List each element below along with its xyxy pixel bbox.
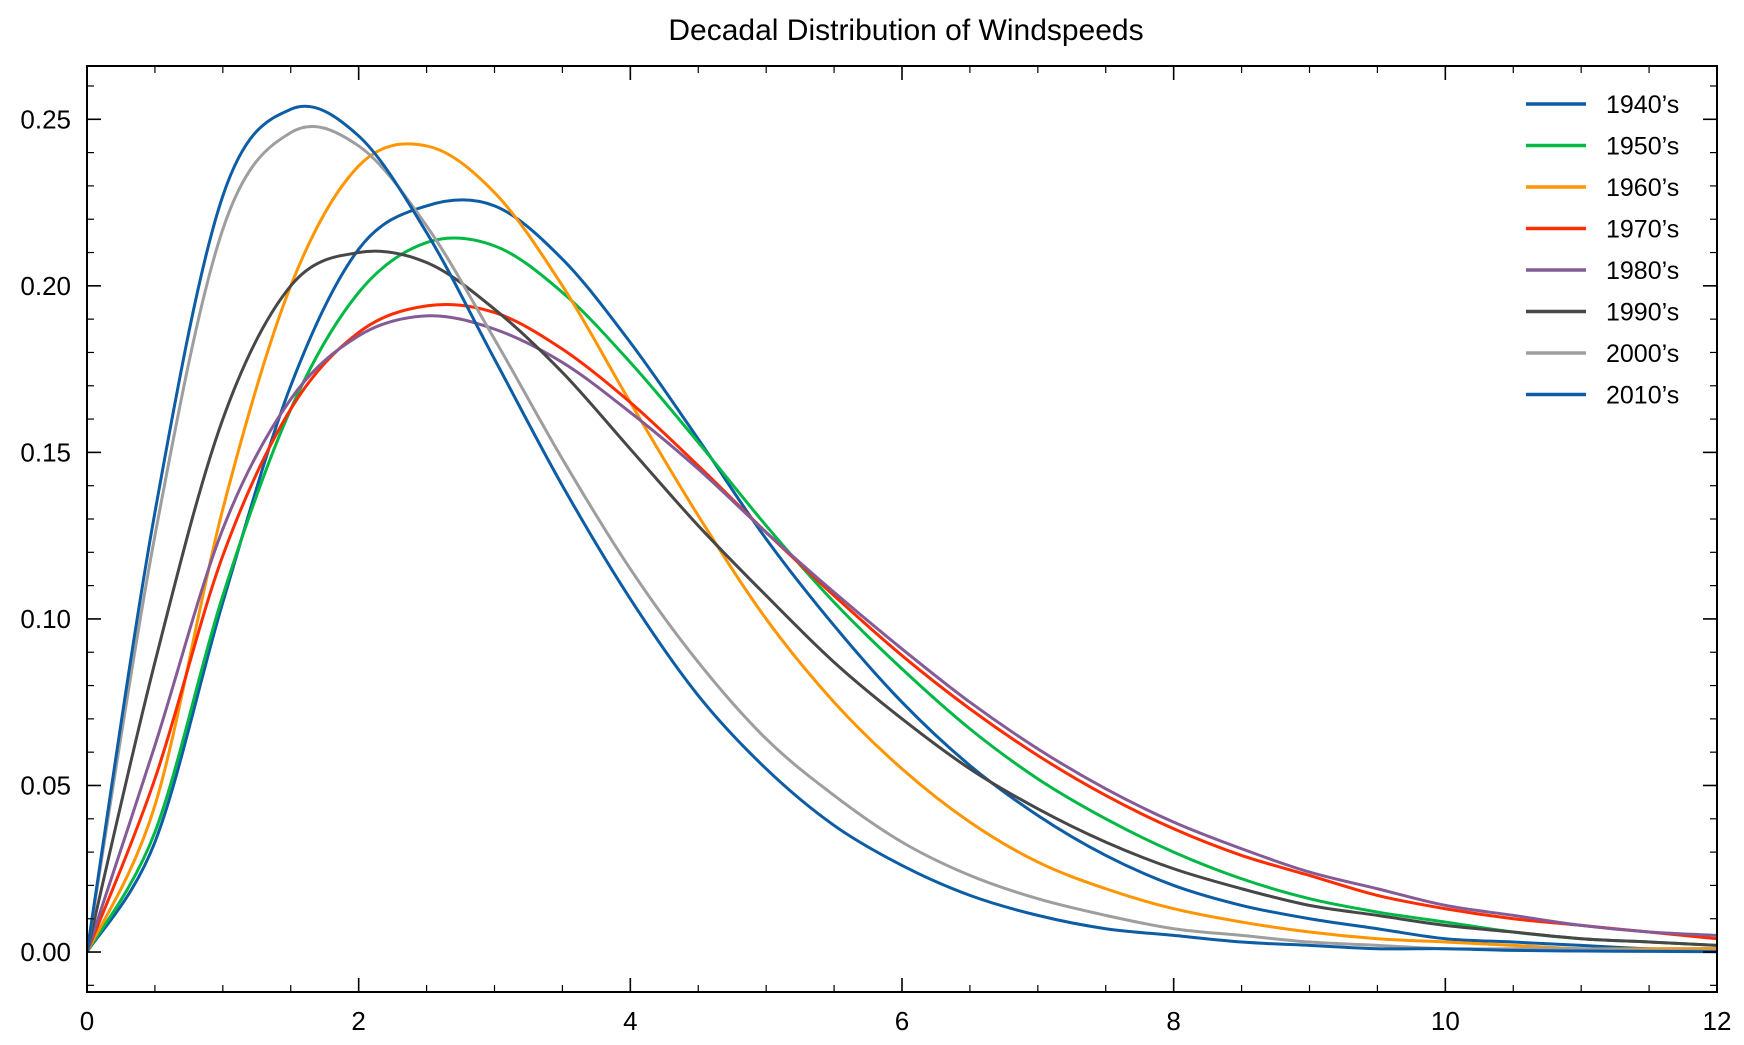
x-tick-label: 0 [80, 1006, 94, 1036]
x-tick-label: 12 [1703, 1006, 1732, 1036]
legend-label-3: 1960’s [1606, 174, 1679, 202]
y-tick-label: 0.20 [20, 271, 71, 301]
legend-label-4: 1970’s [1606, 216, 1679, 244]
series-line-8 [87, 104, 1717, 954]
series-line-2 [87, 236, 1717, 953]
plot-layer: 0 2 4 6 8 10 12 0.00 0.05 0.10 0.15 0.20 0.25 [20, 65, 1732, 1036]
x-tick-label: 2 [351, 1006, 365, 1036]
legend-label-6: 1990’s [1606, 299, 1679, 327]
legend-label-1: 1940’s [1606, 91, 1679, 119]
chart-title: Decadal Distribution of Windspeeds [668, 14, 1143, 47]
x-tick-label: 10 [1431, 1006, 1460, 1036]
legend-label-8: 2010’s [1606, 382, 1679, 410]
legend-label-2: 1950’s [1606, 133, 1679, 161]
series-line-7 [87, 124, 1717, 953]
y-tick-label: 0.00 [20, 937, 71, 967]
plot-frame [86, 65, 1718, 993]
y-tick-label: 0.10 [20, 604, 71, 634]
legend-label-5: 1980’s [1606, 257, 1679, 285]
series-line-4 [87, 302, 1717, 953]
y-tick-label: 0.25 [20, 104, 71, 134]
series-line-3 [87, 142, 1717, 953]
series-group [87, 104, 1717, 954]
y-tick-label: 0.05 [20, 770, 71, 800]
x-tick-label: 6 [895, 1006, 909, 1036]
legend: 1940’s 1950’s 1960’s 1970’s 1980’s 1990’s 2000… [1526, 91, 1679, 410]
legend-label-7: 2000’s [1606, 340, 1679, 368]
y-tick-label: 0.15 [20, 437, 71, 467]
x-tick-label: 8 [1166, 1006, 1180, 1036]
series-line-6 [87, 249, 1717, 953]
series-line-5 [87, 314, 1717, 953]
x-tick-label: 4 [623, 1006, 637, 1036]
series-line-1 [87, 198, 1717, 953]
